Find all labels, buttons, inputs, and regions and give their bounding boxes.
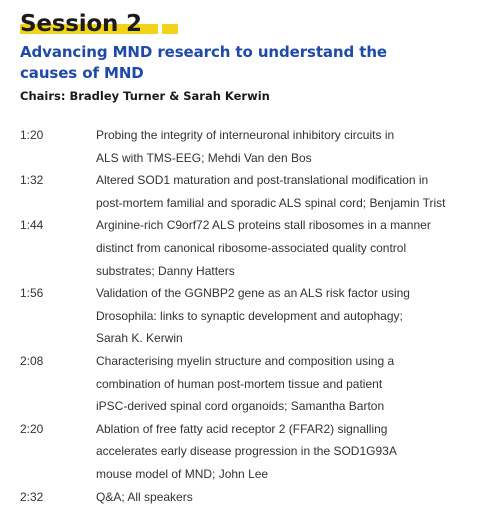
talk-time: 1:56	[20, 286, 44, 301]
talk-line: Altered SOD1 maturation and post-transla…	[96, 173, 429, 188]
talk-description: Validation of the GGNBP2 gene as an ALS …	[96, 282, 480, 350]
talk-time: 1:44	[20, 218, 44, 233]
talk-line: ALS with TMS-EEG; Mehdi Van den Bos	[96, 150, 312, 165]
talk-time: 2:32	[20, 489, 44, 504]
talk-time: 2:08	[20, 353, 44, 368]
talk-line: Ablation of free fatty acid receptor 2 (…	[96, 421, 388, 436]
session-title: Session 2	[20, 11, 142, 37]
schedule-row: 1:44 Arginine-rich C9orf72 ALS proteins …	[20, 214, 480, 282]
session-chairs: Chairs: Bradley Turner & Sarah Kerwin	[20, 89, 270, 103]
schedule-row: 1:20 Probing the integrity of interneuro…	[20, 124, 480, 169]
talk-description: Arginine-rich C9orf72 ALS proteins stall…	[96, 214, 480, 282]
talk-time: 1:32	[20, 173, 44, 188]
talk-line: Validation of the GGNBP2 gene as an ALS …	[96, 286, 410, 301]
session-subtitle-line: Advancing MND research to understand the	[20, 43, 387, 61]
talk-line: Probing the integrity of interneuronal i…	[96, 128, 395, 142]
session-subtitle-line: causes of MND	[20, 64, 144, 82]
talk-line: distinct from canonical ribosome-associa…	[96, 240, 407, 255]
talk-description: Probing the integrity of interneuronal i…	[96, 124, 480, 169]
schedule-row: 1:56 Validation of the GGNBP2 gene as an…	[20, 282, 480, 350]
session-heading: Session 2	[20, 10, 178, 40]
talk-line: Drosophila: links to synaptic developmen…	[96, 308, 403, 323]
schedule-row: 1:32 Altered SOD1 maturation and post-tr…	[20, 169, 480, 214]
schedule-row: 2:08 Characterising myelin structure and…	[20, 350, 480, 418]
talk-line: iPSC-derived spinal cord organoids; Sama…	[96, 399, 385, 414]
talk-description: Ablation of free fatty acid receptor 2 (…	[96, 418, 480, 486]
schedule-list: 1:20 Probing the integrity of interneuro…	[20, 124, 480, 508]
talk-description: Characterising myelin structure and comp…	[96, 350, 480, 418]
talk-time: 1:20	[20, 128, 44, 142]
title-highlight-bar	[20, 24, 158, 34]
talk-line: Characterising myelin structure and comp…	[96, 353, 395, 368]
talk-description: Q&A; All speakers	[96, 486, 480, 509]
session-subtitle: Advancing MND research to understand the…	[20, 42, 460, 84]
talk-line: Arginine-rich C9orf72 ALS proteins stall…	[96, 218, 431, 233]
talk-line: combination of human post-mortem tissue …	[96, 376, 383, 391]
talk-line: post-mortem familial and sporadic ALS sp…	[96, 195, 446, 210]
talk-description: Altered SOD1 maturation and post-transla…	[96, 169, 480, 214]
title-highlight-dash	[162, 24, 178, 34]
talk-line: substrates; Danny Hatters	[96, 263, 235, 278]
schedule-row: 2:32 Q&A; All speakers	[20, 486, 480, 509]
schedule-row: 2:20 Ablation of free fatty acid recepto…	[20, 418, 480, 486]
talk-line: accelerates early disease progression in…	[96, 444, 397, 459]
talk-line: mouse model of MND; John Lee	[96, 466, 269, 481]
talk-time: 2:20	[20, 421, 44, 436]
talk-line: Q&A; All speakers	[96, 489, 193, 504]
talk-line: Sarah K. Kerwin	[96, 331, 183, 346]
